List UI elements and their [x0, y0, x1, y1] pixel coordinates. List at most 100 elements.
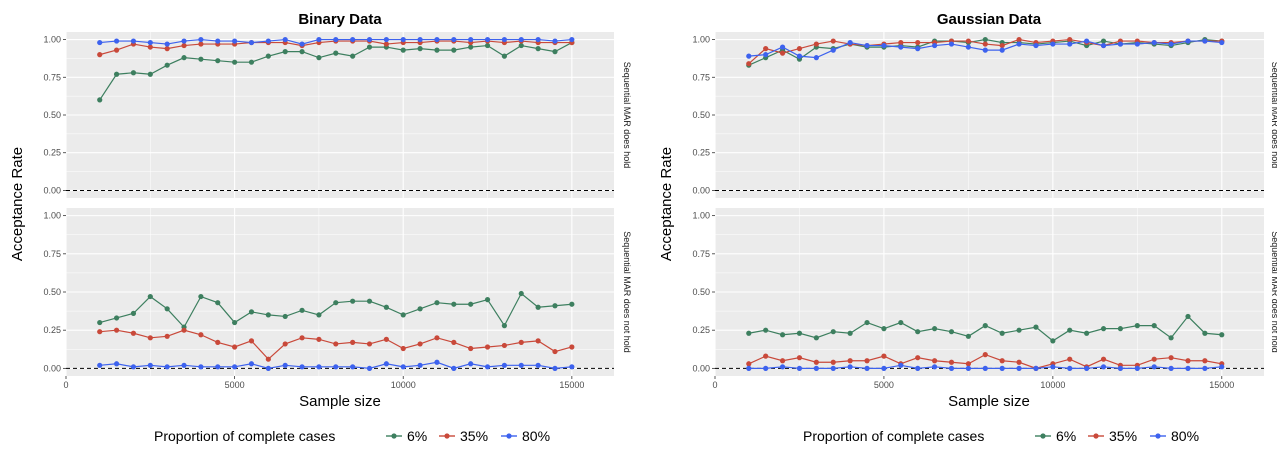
facet-strip-label: Sequential MAR does hold [622, 62, 632, 169]
data-point-6pct [915, 329, 921, 335]
data-point-35pct [982, 41, 988, 47]
data-point-80pct [198, 364, 204, 370]
legend-entry-80pct: 80% [522, 428, 550, 444]
facet-strip-label: Sequential MAR does hold [1270, 62, 1277, 169]
data-point-35pct [1202, 358, 1208, 364]
data-point-6pct [147, 293, 153, 300]
data-point-6pct [366, 298, 373, 304]
data-point-80pct [746, 365, 752, 371]
x-tick-label: 5000 [874, 380, 894, 390]
data-point-80pct [830, 47, 836, 53]
data-point-6pct [763, 327, 769, 333]
data-point-80pct [779, 364, 786, 370]
data-point-6pct [198, 293, 204, 300]
data-point-80pct [1117, 365, 1124, 371]
data-point-35pct [333, 341, 339, 347]
data-point-35pct [746, 361, 752, 367]
data-point-80pct [248, 39, 255, 46]
data-point-6pct [97, 319, 103, 326]
data-point-80pct [181, 362, 187, 368]
data-point-80pct [1117, 41, 1124, 47]
data-point-6pct [198, 56, 204, 62]
data-point-80pct [1016, 365, 1022, 371]
data-point-80pct [965, 44, 971, 50]
data-point-80pct [1050, 41, 1056, 47]
data-point-80pct [813, 365, 819, 371]
data-point-6pct [130, 310, 137, 316]
data-point-80pct [1151, 39, 1157, 46]
y-tick-label: 0.75 [692, 249, 710, 259]
data-point-80pct [451, 365, 457, 371]
data-point-80pct [898, 362, 904, 368]
data-point-35pct [181, 327, 187, 333]
data-point-80pct [552, 365, 558, 371]
data-point-80pct [881, 42, 887, 49]
data-point-80pct [1134, 41, 1140, 47]
data-point-80pct [1219, 364, 1225, 370]
data-point-80pct [147, 362, 153, 368]
data-point-6pct [898, 319, 904, 326]
facet-strip-label: Sequential MAR does not hold [1270, 231, 1277, 353]
data-point-35pct [198, 332, 204, 338]
data-point-35pct [113, 327, 120, 333]
x-tick-label: 10000 [1040, 380, 1065, 390]
data-point-35pct [898, 39, 904, 46]
data-point-6pct [1067, 327, 1073, 333]
data-point-80pct [1033, 42, 1039, 49]
data-point-80pct [1050, 364, 1056, 370]
data-point-35pct [366, 341, 373, 347]
data-point-80pct [1033, 365, 1039, 371]
data-point-35pct [1067, 36, 1073, 43]
data-point-35pct [181, 42, 187, 49]
data-point-6pct [113, 71, 120, 77]
data-point-6pct [1134, 323, 1140, 329]
data-point-35pct [299, 335, 305, 341]
data-point-35pct [796, 355, 803, 361]
data-point-6pct [451, 301, 457, 307]
data-point-35pct [881, 353, 887, 359]
facet-strip-background [1265, 208, 1277, 376]
data-point-6pct [796, 330, 803, 336]
data-point-6pct [948, 329, 955, 335]
data-point-6pct [746, 330, 752, 336]
data-point-6pct [999, 330, 1005, 336]
data-point-80pct [434, 359, 440, 365]
data-point-6pct [1100, 326, 1107, 332]
data-point-80pct [932, 42, 938, 49]
data-point-80pct [1067, 41, 1073, 47]
data-point-6pct [366, 44, 373, 50]
data-point-6pct [434, 47, 440, 53]
data-point-35pct [164, 46, 170, 52]
data-point-80pct [864, 365, 870, 371]
data-point-35pct [1151, 356, 1157, 362]
data-point-35pct [1168, 355, 1174, 361]
data-point-80pct [215, 38, 221, 44]
data-point-35pct [535, 338, 541, 344]
data-point-80pct [299, 41, 305, 47]
x-tick-label: 15000 [1209, 380, 1234, 390]
data-point-80pct [1168, 41, 1174, 47]
data-point-35pct [468, 345, 474, 352]
y-tick-label: 0.00 [43, 185, 61, 195]
data-point-80pct [763, 52, 769, 58]
data-point-6pct [535, 304, 541, 310]
data-point-6pct [1084, 330, 1090, 336]
data-point-6pct [552, 49, 558, 55]
data-point-80pct [316, 364, 322, 370]
x-tick-label: 15000 [559, 380, 584, 390]
y-tick-label: 0.50 [43, 110, 61, 120]
facet-strip-label: Sequential MAR does not hold [622, 231, 632, 353]
data-point-80pct [763, 365, 769, 371]
data-point-80pct [932, 364, 938, 370]
data-point-6pct [982, 36, 988, 43]
data-point-35pct [948, 359, 955, 365]
y-axis-title-1: Acceptance Rate [9, 147, 26, 261]
data-point-80pct [501, 362, 507, 368]
data-point-35pct [451, 339, 457, 345]
data-point-6pct [215, 58, 221, 64]
data-point-35pct [265, 356, 271, 362]
legend-entry-35pct: 35% [1109, 428, 1137, 444]
data-point-35pct [999, 358, 1005, 364]
data-point-6pct [147, 71, 153, 77]
data-point-80pct [316, 36, 322, 43]
